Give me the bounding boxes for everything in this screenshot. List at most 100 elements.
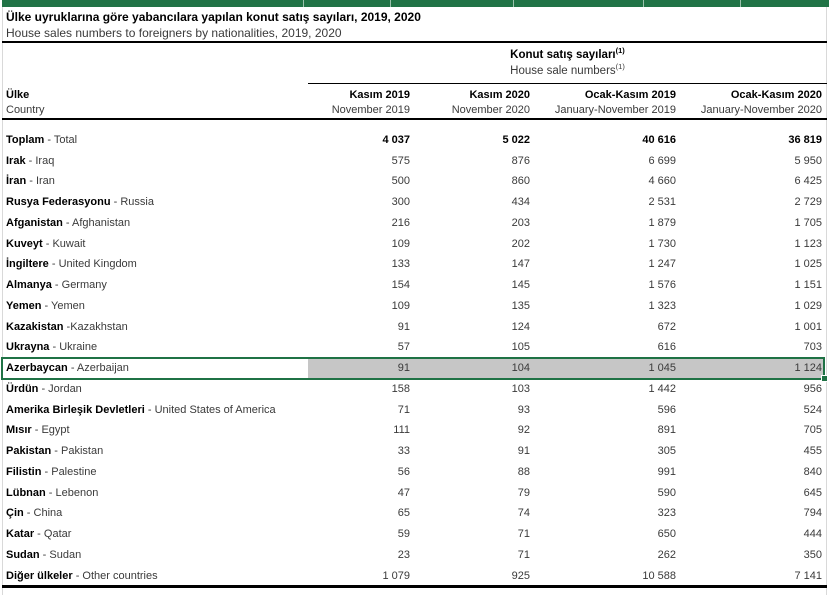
value-cell[interactable]: 991: [657, 465, 676, 478]
value-cell[interactable]: 305: [657, 445, 676, 458]
value-cell[interactable]: 1 442: [648, 382, 676, 395]
value-cell[interactable]: 2 729: [794, 196, 822, 209]
value-cell[interactable]: 350: [803, 548, 822, 561]
country-cell[interactable]: Filistin - Palestine: [6, 466, 96, 478]
table-row[interactable]: Diğer ülkeler - Other countries 1 079 925 1…: [2, 565, 827, 586]
value-cell[interactable]: 323: [657, 507, 676, 520]
value-cell[interactable]: 74: [517, 507, 530, 520]
country-cell[interactable]: Lübnan - Lebenon: [6, 487, 98, 499]
value-cell[interactable]: 840: [803, 465, 822, 478]
country-cell[interactable]: Çin - China: [6, 507, 62, 519]
value-cell[interactable]: 1 730: [648, 237, 676, 250]
value-cell[interactable]: 33: [397, 445, 410, 458]
country-cell[interactable]: Amerika Birleşik Devletleri - United Sta…: [6, 404, 276, 416]
country-cell[interactable]: Mısır - Egypt: [6, 424, 70, 436]
value-cell[interactable]: 65: [397, 507, 410, 520]
value-cell[interactable]: 1 045: [648, 362, 676, 375]
value-cell[interactable]: 103: [511, 382, 530, 395]
table-row[interactable]: Kazakistan -Kazakhstan 91 124 672 1 001: [2, 316, 827, 337]
table-row[interactable]: Mısır - Egypt 111 92 891 705: [2, 420, 827, 441]
country-cell[interactable]: Diğer ülkeler - Other countries: [6, 570, 158, 582]
country-cell[interactable]: Almanya - Germany: [6, 279, 107, 291]
value-cell[interactable]: 1 323: [648, 299, 676, 312]
value-cell[interactable]: 434: [511, 196, 530, 209]
value-cell[interactable]: 616: [657, 341, 676, 354]
value-cell[interactable]: 1 029: [794, 299, 822, 312]
country-cell[interactable]: Afganistan - Afghanistan: [6, 217, 130, 229]
value-cell[interactable]: 40 616: [642, 133, 676, 146]
table-row[interactable]: Rusya Federasyonu - Russia 300 434 2 531 2 7…: [2, 192, 827, 213]
value-cell[interactable]: 4 037: [382, 133, 410, 146]
value-cell[interactable]: 524: [803, 403, 822, 416]
value-cell[interactable]: 71: [397, 403, 410, 416]
value-cell[interactable]: 2 531: [648, 196, 676, 209]
value-cell[interactable]: 1 576: [648, 279, 676, 292]
value-cell[interactable]: 444: [803, 528, 822, 541]
value-cell[interactable]: 794: [803, 507, 822, 520]
table-row[interactable]: Ürdün - Jordan 158 103 1 442 956: [2, 379, 827, 400]
value-cell[interactable]: 6 425: [794, 175, 822, 188]
value-cell[interactable]: 10 588: [642, 569, 676, 582]
value-cell[interactable]: 216: [391, 216, 410, 229]
table-row[interactable]: Pakistan - Pakistan 33 91 305 455: [2, 441, 827, 462]
country-cell[interactable]: Ukrayna - Ukraine: [6, 341, 97, 353]
value-cell[interactable]: 4 660: [648, 175, 676, 188]
value-cell[interactable]: 1 025: [794, 258, 822, 271]
value-cell[interactable]: 6 699: [648, 154, 676, 167]
table-row[interactable]: Çin - China 65 74 323 794: [2, 503, 827, 524]
value-cell[interactable]: 109: [391, 237, 410, 250]
table-row[interactable]: Yemen - Yemen 109 135 1 323 1 029: [2, 296, 827, 317]
value-cell[interactable]: 105: [511, 341, 530, 354]
value-cell[interactable]: 23: [397, 548, 410, 561]
value-cell[interactable]: 71: [517, 548, 530, 561]
value-cell[interactable]: 1 247: [648, 258, 676, 271]
value-cell[interactable]: 91: [397, 362, 410, 375]
value-cell[interactable]: 650: [657, 528, 676, 541]
value-cell[interactable]: 1 705: [794, 216, 822, 229]
value-cell[interactable]: 590: [657, 486, 676, 499]
country-cell[interactable]: Pakistan - Pakistan: [6, 445, 103, 457]
value-cell[interactable]: 109: [391, 299, 410, 312]
table-row[interactable]: İngiltere - United Kingdom 133 147 1 247 1 0…: [2, 254, 827, 275]
fill-handle[interactable]: [821, 374, 828, 382]
value-cell[interactable]: 1 151: [794, 279, 822, 292]
value-cell[interactable]: 124: [511, 320, 530, 333]
value-cell[interactable]: 705: [803, 424, 822, 437]
value-cell[interactable]: 147: [511, 258, 530, 271]
table-row[interactable]: Filistin - Palestine 56 88 991 840: [2, 462, 827, 483]
table-row[interactable]: Almanya - Germany 154 145 1 576 1 151: [2, 275, 827, 296]
country-cell[interactable]: Kuveyt - Kuwait: [6, 238, 85, 250]
value-cell[interactable]: 135: [511, 299, 530, 312]
table-row[interactable]: Lübnan - Lebenon 47 79 590 645: [2, 482, 827, 503]
country-cell[interactable]: İran - Iran: [6, 175, 55, 187]
value-cell[interactable]: 262: [657, 548, 676, 561]
value-cell[interactable]: 158: [391, 382, 410, 395]
table-row-selected[interactable]: Azerbaycan - Azerbaijan 91 104 1 045 1 124: [1, 356, 828, 382]
table-row[interactable]: Sudan - Sudan 23 71 262 350: [2, 545, 827, 566]
value-cell[interactable]: 71: [517, 528, 530, 541]
value-cell[interactable]: 876: [511, 154, 530, 167]
value-cell[interactable]: 203: [511, 216, 530, 229]
value-cell[interactable]: 575: [391, 154, 410, 167]
table-row[interactable]: Afganistan - Afghanistan 216 203 1 879 1 705: [2, 213, 827, 234]
country-cell[interactable]: Kazakistan -Kazakhstan: [6, 321, 128, 333]
value-cell[interactable]: 59: [397, 528, 410, 541]
value-cell[interactable]: 860: [511, 175, 530, 188]
value-cell[interactable]: 1 879: [648, 216, 676, 229]
value-cell[interactable]: 455: [803, 445, 822, 458]
country-cell[interactable]: Irak - Iraq: [6, 155, 54, 167]
country-cell[interactable]: İngiltere - United Kingdom: [6, 258, 137, 270]
country-cell[interactable]: Azerbaycan - Azerbaijan: [6, 362, 129, 374]
value-cell[interactable]: 133: [391, 258, 410, 271]
table-row[interactable]: Irak - Iraq 575 876 6 699 5 950: [2, 150, 827, 171]
value-cell[interactable]: 93: [517, 403, 530, 416]
table-row[interactable]: Amerika Birleşik Devletleri - United Sta…: [2, 399, 827, 420]
value-cell[interactable]: 79: [517, 486, 530, 499]
value-cell[interactable]: 672: [657, 320, 676, 333]
value-cell[interactable]: 596: [657, 403, 676, 416]
value-cell[interactable]: 1 001: [794, 320, 822, 333]
value-cell[interactable]: 92: [517, 424, 530, 437]
value-cell[interactable]: 5 022: [502, 133, 530, 146]
country-cell[interactable]: Katar - Qatar: [6, 528, 71, 540]
value-cell[interactable]: 36 819: [788, 133, 822, 146]
